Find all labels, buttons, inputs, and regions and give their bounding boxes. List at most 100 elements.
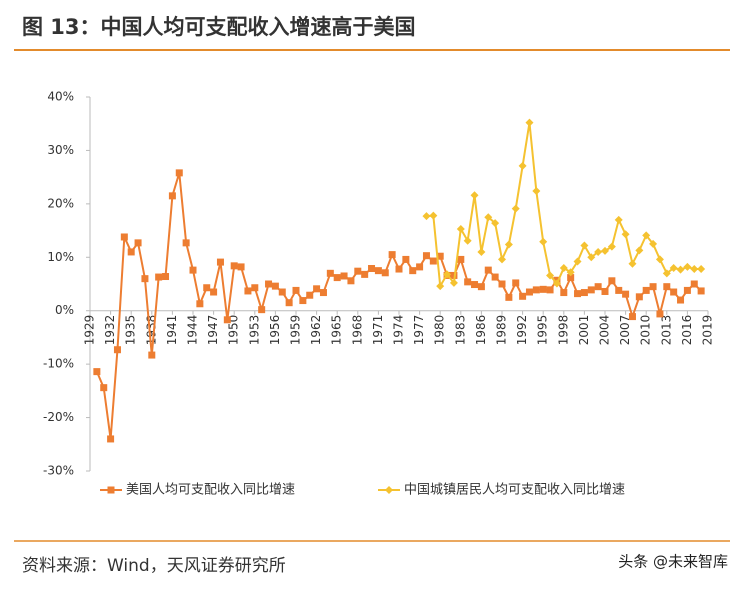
source: 资料来源：Wind，天风证券研究所 <box>22 556 286 576</box>
point <box>155 273 163 281</box>
legend-marker <box>107 486 115 494</box>
point <box>216 258 224 266</box>
legend-label: 美国人均可支配收入同比增速 <box>126 483 295 498</box>
point <box>463 236 472 245</box>
x-tick-label: 2013 <box>659 315 673 346</box>
point <box>511 204 520 213</box>
x-tick-label: 1956 <box>268 315 282 346</box>
x-tick-label: 2001 <box>577 315 591 346</box>
point <box>388 251 396 259</box>
point <box>449 278 458 287</box>
x-tick-label: 2010 <box>639 315 653 346</box>
y-tick-label: 20% <box>47 196 74 210</box>
point <box>189 266 197 274</box>
point <box>429 211 438 220</box>
point <box>683 286 691 294</box>
y-tick-label: -10% <box>43 357 74 371</box>
x-tick-label: 1932 <box>103 315 117 346</box>
point <box>690 280 698 288</box>
x-tick-label: 1944 <box>186 315 200 346</box>
point <box>484 266 492 274</box>
series-line <box>95 172 702 440</box>
point <box>361 270 369 278</box>
point <box>381 269 389 277</box>
x-tick-label: 2004 <box>598 315 612 346</box>
point <box>278 288 286 296</box>
point <box>120 233 128 241</box>
point <box>354 267 362 275</box>
point <box>518 161 527 170</box>
point <box>107 435 115 443</box>
point <box>622 290 630 298</box>
x-tick-label: 1974 <box>392 315 406 346</box>
x-tick-label: 1941 <box>165 315 179 346</box>
x-tick-label: 1995 <box>536 315 550 346</box>
x-tick-label: 1989 <box>495 315 509 346</box>
chart-title: 图 13：中国人均可支配收入增速高于美国 <box>22 15 416 39</box>
point <box>368 265 376 273</box>
point <box>697 265 706 274</box>
x-tick-label: 1986 <box>474 315 488 346</box>
point <box>546 286 554 294</box>
x-tick-label: 1959 <box>289 315 303 346</box>
point <box>292 286 300 294</box>
legend-marker <box>385 486 393 494</box>
point <box>230 262 238 270</box>
point <box>628 313 636 321</box>
point <box>655 255 664 264</box>
point <box>148 351 156 359</box>
x-tick-label: 2016 <box>680 315 694 346</box>
point <box>175 169 183 177</box>
point <box>443 270 452 279</box>
point <box>560 289 568 297</box>
point <box>456 224 465 233</box>
point <box>491 273 499 281</box>
x-tick-label: 2019 <box>701 315 715 346</box>
x-tick-label: 1965 <box>330 315 344 346</box>
point <box>251 284 259 292</box>
point <box>670 288 678 296</box>
x-tick-label: 2007 <box>618 315 632 346</box>
point <box>669 263 678 272</box>
x-tick-label: 1971 <box>371 315 385 346</box>
point <box>594 247 603 256</box>
point <box>93 368 101 376</box>
x-tick-label: 1977 <box>412 315 426 346</box>
y-tick-label: 10% <box>47 250 74 264</box>
point <box>162 273 170 281</box>
point <box>615 286 623 294</box>
x-tick-label: 1929 <box>83 315 97 346</box>
point <box>525 118 534 127</box>
point <box>566 268 575 277</box>
point <box>512 279 520 287</box>
x-tick-label: 1953 <box>247 315 261 346</box>
x-tick-label: 1983 <box>453 315 467 346</box>
point <box>573 257 582 266</box>
point <box>203 284 211 292</box>
point <box>601 287 609 295</box>
point <box>484 213 493 222</box>
point <box>539 285 547 293</box>
point <box>477 247 486 256</box>
point <box>587 253 596 262</box>
x-tick-label: 1998 <box>556 315 570 346</box>
point <box>656 310 664 318</box>
point <box>471 281 479 289</box>
point <box>628 259 637 268</box>
point <box>182 239 190 247</box>
point <box>491 219 500 228</box>
point <box>587 286 595 294</box>
point <box>690 265 699 274</box>
point <box>168 192 176 200</box>
point <box>677 296 685 304</box>
point <box>662 269 671 278</box>
point <box>196 300 204 308</box>
point <box>141 275 149 283</box>
point <box>580 289 588 297</box>
point <box>464 278 472 286</box>
point <box>100 384 108 392</box>
point <box>271 282 279 290</box>
point <box>621 230 630 239</box>
point <box>333 274 341 282</box>
